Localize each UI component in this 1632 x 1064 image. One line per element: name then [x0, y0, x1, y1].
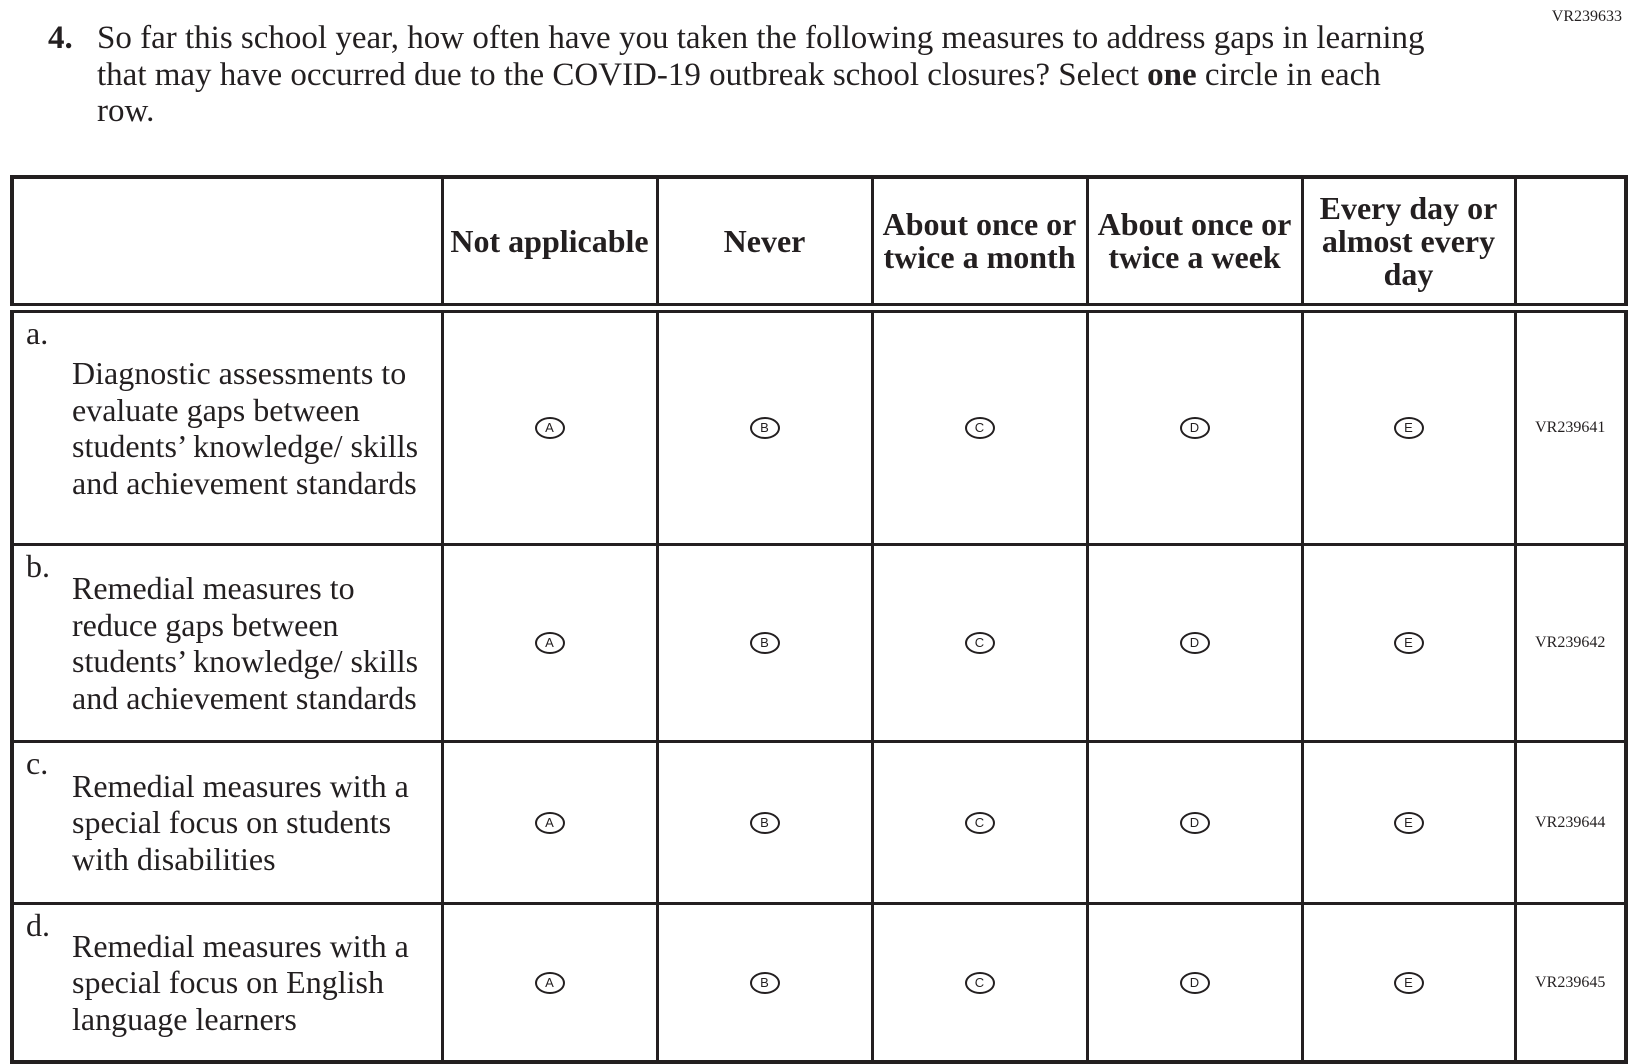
option-cell: D — [1085, 902, 1304, 1064]
option-cell: B — [655, 543, 874, 743]
radio-option-a[interactable]: A — [534, 971, 565, 994]
header-daily: Every day or almost every day — [1300, 175, 1517, 310]
form-id: VR239633 — [1551, 8, 1622, 25]
row-letter: a. — [26, 315, 49, 351]
radio-option-c[interactable]: C — [964, 811, 995, 834]
header-row: Not applicable Never About once or twice… — [10, 175, 1628, 310]
table-row: a. Diagnostic assessments to evaluate gap… — [10, 306, 1628, 546]
question-number: 4. — [48, 20, 73, 56]
table-row: c. Remedial measures with a special focus… — [10, 740, 1628, 905]
option-cell: E — [1300, 543, 1517, 743]
option-cell: B — [655, 740, 874, 905]
option-cell: A — [440, 306, 659, 546]
option-cell: A — [440, 902, 659, 1064]
option-cell: B — [655, 902, 874, 1064]
option-cell: D — [1085, 740, 1304, 905]
option-cell: C — [870, 543, 1089, 743]
radio-option-e[interactable]: E — [1393, 417, 1424, 439]
option-cell: A — [440, 740, 659, 905]
row-label: b. Remedial measures to reduce gaps betwe… — [10, 543, 444, 743]
radio-option-a[interactable]: A — [534, 632, 565, 654]
radio-option-b[interactable]: B — [749, 632, 780, 654]
radio-option-e[interactable]: E — [1393, 971, 1424, 994]
header-monthly: About once or twice a month — [870, 175, 1089, 310]
radio-option-e[interactable]: E — [1393, 632, 1424, 654]
row-letter: d. — [26, 907, 50, 943]
header-not-applicable: Not applicable — [440, 175, 659, 310]
row-text: Remedial measures with a special focus o… — [72, 767, 409, 877]
row-letter: c. — [26, 745, 49, 781]
radio-option-d[interactable]: D — [1179, 811, 1210, 834]
radio-option-c[interactable]: C — [964, 417, 995, 439]
radio-option-b[interactable]: B — [749, 417, 780, 439]
row-label: c. Remedial measures with a special focus… — [10, 740, 444, 905]
row-id: VR239642 — [1513, 543, 1628, 743]
radio-option-e[interactable]: E — [1393, 811, 1424, 834]
radio-option-c[interactable]: C — [964, 632, 995, 654]
question-text: So far this school year, how often have … — [97, 20, 1428, 130]
row-text: Diagnostic assessments to evaluate gaps … — [72, 355, 419, 501]
row-id: VR239644 — [1513, 740, 1628, 905]
table-row: b. Remedial measures to reduce gaps betwe… — [10, 543, 1628, 743]
radio-option-b[interactable]: B — [749, 971, 780, 994]
radio-option-d[interactable]: D — [1179, 971, 1210, 994]
option-cell: D — [1085, 543, 1304, 743]
option-cell: C — [870, 740, 1089, 905]
row-id: VR239645 — [1513, 902, 1628, 1064]
option-cell: A — [440, 543, 659, 743]
option-cell: B — [655, 306, 874, 546]
header-never: Never — [655, 175, 874, 310]
header-id-blank — [1513, 175, 1628, 310]
question: 4. So far this school year, how often ha… — [48, 20, 1428, 130]
radio-option-c[interactable]: C — [964, 971, 995, 994]
header-blank — [10, 175, 444, 310]
radio-option-a[interactable]: A — [534, 811, 565, 834]
radio-option-a[interactable]: A — [534, 417, 565, 439]
row-label: a. Diagnostic assessments to evaluate gap… — [10, 306, 444, 546]
row-id: VR239641 — [1513, 306, 1628, 546]
option-cell: C — [870, 902, 1089, 1064]
row-letter: b. — [26, 548, 50, 584]
row-text: Remedial measures with a special focus o… — [72, 927, 409, 1037]
response-grid: Not applicable Never About once or twice… — [10, 175, 1628, 1064]
radio-option-d[interactable]: D — [1179, 632, 1210, 654]
radio-option-b[interactable]: B — [749, 811, 780, 834]
option-cell: E — [1300, 740, 1517, 905]
row-label: d. Remedial measures with a special focus… — [10, 902, 444, 1064]
table-row: d. Remedial measures with a special focus… — [10, 902, 1628, 1064]
question-emphasis: one — [1147, 56, 1197, 93]
option-cell: E — [1300, 306, 1517, 546]
question-text-end: circle in each row. — [97, 56, 1381, 130]
radio-option-d[interactable]: D — [1179, 417, 1210, 439]
option-cell: E — [1300, 902, 1517, 1064]
option-cell: D — [1085, 306, 1304, 546]
question-text-start: So far this school year, how often have … — [97, 20, 1425, 93]
header-weekly: About once or twice a week — [1085, 175, 1304, 310]
option-cell: C — [870, 306, 1089, 546]
row-text: Remedial measures to reduce gaps between… — [72, 570, 419, 716]
